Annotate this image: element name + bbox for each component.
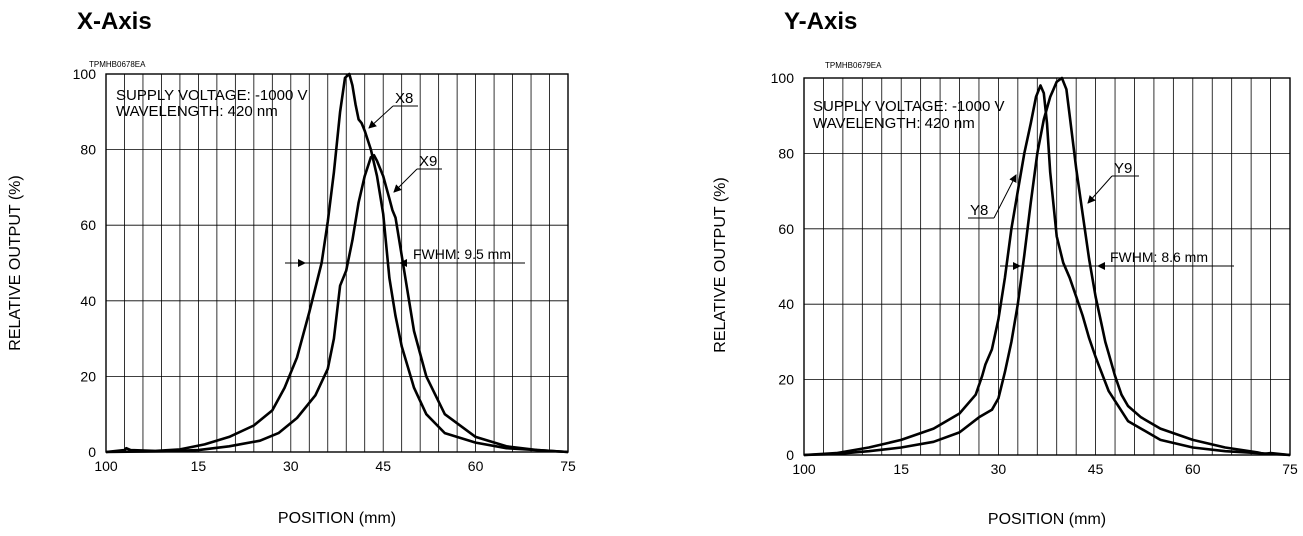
- plot-frame: [105, 73, 569, 453]
- x-axis-label: POSITION (mm): [278, 510, 396, 527]
- y-tick-label: 20: [778, 372, 794, 388]
- plot-frame: [803, 77, 1291, 456]
- x-tick-label: 45: [1088, 461, 1104, 477]
- figure-code: TPMHB0679EA: [825, 61, 882, 70]
- y-tick-label: 0: [88, 444, 96, 460]
- y-tick-label: 100: [771, 70, 795, 86]
- x-tick-label: 15: [893, 461, 909, 477]
- x-tick-label: 45: [375, 458, 391, 474]
- y-tick-label: 20: [80, 368, 96, 384]
- y-axis-label: RELATIVE OUTPUT (%): [7, 175, 24, 350]
- y-tick-label: 40: [778, 296, 794, 312]
- y-tick-label: 100: [73, 66, 97, 82]
- y-tick-label: 40: [80, 293, 96, 309]
- y-tick-label: 80: [778, 145, 794, 161]
- y-axis-panel: Y-Axis 0 20 40 60 80 100 100 15 30 45 60 75 TPMHB067…: [653, 0, 1303, 531]
- x-tick-label: 30: [991, 461, 1007, 477]
- series-label-x8: X8: [395, 90, 413, 107]
- x-tick-label: 75: [1282, 461, 1298, 477]
- y-tick-label: 60: [80, 217, 96, 233]
- figure-code: TPMHB0678EA: [89, 60, 146, 69]
- annotation-wavelength: WAVELENGTH: 420 nm: [116, 103, 278, 120]
- x-axis-panel: X-Axis 0 20 40 60 80 100 100 15 30 45 60 75 TPMHB067…: [0, 0, 650, 531]
- series-label-y8: Y8: [970, 202, 988, 219]
- annotation-wavelength: WAVELENGTH: 420 nm: [813, 115, 975, 132]
- chart-y-axis: 0 20 40 60 80 100 100 15 30 45 60 75 TPMHB0679EA RELA…: [712, 61, 1298, 528]
- x-tick-label: 60: [468, 458, 484, 474]
- series-label-leader: [393, 168, 418, 193]
- series-label-y9: Y9: [1114, 160, 1132, 177]
- series-line-x8: [105, 72, 569, 454]
- x-tick-label: 100: [792, 461, 816, 477]
- annotation-supply-voltage: SUPPLY VOLTAGE: -1000 V: [116, 87, 307, 104]
- chart-x-axis: 0 20 40 60 80 100 100 15 30 45 60 75 TPMHB0678EA RELA…: [7, 60, 576, 527]
- fwhm-label: FWHM: 8.6 mm: [1110, 249, 1208, 265]
- y-axis-label: RELATIVE OUTPUT (%): [712, 177, 729, 352]
- y-tick-label: 60: [778, 221, 794, 237]
- chart-title-x-axis: X-Axis: [77, 8, 152, 35]
- grid: [804, 78, 1290, 455]
- x-axis-label: POSITION (mm): [988, 511, 1106, 528]
- series-line-y9: [803, 76, 1291, 457]
- x-tick-label: 75: [560, 458, 576, 474]
- x-tick-label: 30: [283, 458, 299, 474]
- series-line-y8: [803, 84, 1291, 457]
- x-tick-label: 15: [191, 458, 207, 474]
- series-label-leader: [368, 105, 394, 129]
- series-label-x9: X9: [419, 153, 437, 170]
- series-line-x9: [105, 154, 569, 454]
- fwhm-label: FWHM: 9.5 mm: [413, 246, 511, 262]
- series-label-leader: [1087, 175, 1113, 204]
- series-label-leader: [993, 174, 1017, 219]
- annotation-supply-voltage: SUPPLY VOLTAGE: -1000 V: [813, 98, 1004, 115]
- chart-title-y-axis: Y-Axis: [784, 8, 858, 35]
- x-tick-label: 100: [94, 458, 118, 474]
- y-tick-label: 80: [80, 142, 96, 158]
- y-tick-label: 0: [786, 447, 794, 463]
- x-tick-label: 60: [1185, 461, 1201, 477]
